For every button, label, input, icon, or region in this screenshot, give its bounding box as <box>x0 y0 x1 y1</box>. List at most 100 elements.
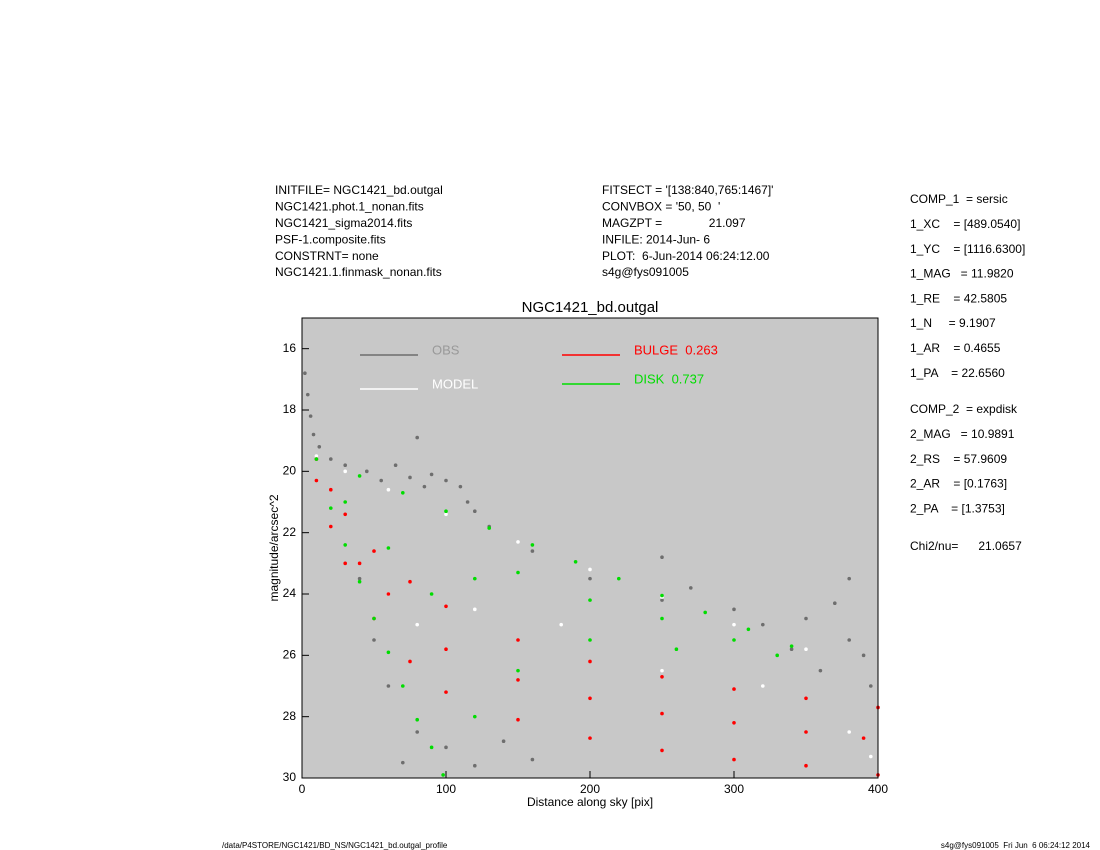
header-line: CONSTRNT= none <box>275 249 379 263</box>
y-tick-label: 26 <box>283 648 297 662</box>
point <box>588 696 592 701</box>
point <box>329 487 333 492</box>
header-line: PSF-1.composite.fits <box>275 232 386 246</box>
point <box>473 714 477 719</box>
point <box>516 717 520 722</box>
point <box>357 579 362 584</box>
point <box>516 570 520 575</box>
point <box>516 668 520 673</box>
fit-param: 2_MAG = 10.9891 <box>910 427 1015 441</box>
point <box>732 607 736 612</box>
point <box>422 484 427 489</box>
fit-param: COMP_1 = sersic <box>910 192 1008 206</box>
point <box>761 622 765 627</box>
fit-param: 2_PA = [1.3753] <box>910 501 1005 515</box>
point <box>847 730 851 734</box>
point <box>393 463 398 468</box>
point <box>429 472 434 477</box>
point <box>408 475 412 480</box>
y-tick-label: 24 <box>283 586 297 600</box>
point <box>357 474 362 478</box>
point <box>386 650 391 655</box>
fit-param: 1_AR = 0.4655 <box>910 341 1001 355</box>
point <box>789 647 794 651</box>
point <box>869 684 873 688</box>
point <box>401 491 405 495</box>
point <box>861 736 866 740</box>
point <box>660 598 664 602</box>
point <box>746 627 751 632</box>
chi2: Chi2/nu= 21.0657 <box>910 539 1022 553</box>
point <box>804 763 808 768</box>
point <box>761 684 765 688</box>
y-axis-label: magnitude/arcsec^2 <box>267 494 281 601</box>
fit-param: 1_YC = [1116.6300] <box>910 242 1025 256</box>
point <box>314 478 319 483</box>
y-tick-label: 20 <box>283 464 297 478</box>
point <box>311 432 316 437</box>
point <box>473 763 477 768</box>
footer-left: /data/P4STORE/NGC1421/BD_NS/NGC1421_bd.o… <box>222 841 448 850</box>
point <box>314 457 319 461</box>
point <box>473 607 477 612</box>
fit-param: 1_XC = [489.0540] <box>910 217 1020 231</box>
y-tick-label: 18 <box>283 402 297 416</box>
legend-label: BULGE 0.263 <box>634 342 718 357</box>
legend-label: DISK 0.737 <box>634 371 704 386</box>
point <box>804 730 808 734</box>
point <box>573 560 578 564</box>
fit-param: 1_RE = 42.5805 <box>910 291 1007 305</box>
point <box>689 586 693 590</box>
point <box>458 484 463 489</box>
point <box>703 610 707 615</box>
point <box>343 469 348 474</box>
point <box>732 721 736 725</box>
header-line: s4g@fys091005 <box>602 265 689 279</box>
header-line: NGC1421_sigma2014.fits <box>275 216 412 230</box>
point <box>401 760 405 765</box>
point <box>732 757 736 762</box>
point <box>732 622 736 627</box>
point <box>660 593 664 598</box>
point <box>487 526 492 530</box>
header-line: INFILE: 2014-Jun- 6 <box>602 232 710 246</box>
point <box>386 546 391 550</box>
point <box>444 509 448 513</box>
point <box>444 512 448 517</box>
x-tick-label: 100 <box>436 782 456 796</box>
fit-param: 2_RS = 57.9609 <box>910 452 1007 466</box>
point <box>516 540 520 544</box>
point <box>444 604 448 609</box>
point <box>415 435 420 440</box>
point <box>660 555 664 559</box>
point <box>473 509 477 513</box>
point <box>343 463 348 468</box>
point <box>357 576 362 581</box>
point <box>732 687 736 691</box>
point <box>429 592 434 596</box>
point <box>660 711 664 716</box>
fit-param: COMP_2 = expdisk <box>910 402 1018 416</box>
point <box>303 371 307 376</box>
point <box>847 638 851 642</box>
point <box>804 696 808 701</box>
point <box>329 524 333 529</box>
y-tick-label: 22 <box>283 525 297 539</box>
point <box>869 754 873 759</box>
point <box>588 638 592 642</box>
point <box>343 512 348 517</box>
point <box>465 500 470 504</box>
point <box>415 730 420 734</box>
point <box>386 684 391 688</box>
point <box>372 638 376 642</box>
point <box>660 675 664 679</box>
point <box>588 736 592 740</box>
header-line: NGC1421.phot.1_nonan.fits <box>275 200 424 214</box>
point <box>617 576 621 581</box>
point <box>588 567 592 572</box>
fit-param: 1_PA = 22.6560 <box>910 366 1005 380</box>
point <box>408 659 412 664</box>
fit-param: 1_MAG = 11.9820 <box>910 267 1014 281</box>
x-tick-label: 0 <box>299 782 306 796</box>
